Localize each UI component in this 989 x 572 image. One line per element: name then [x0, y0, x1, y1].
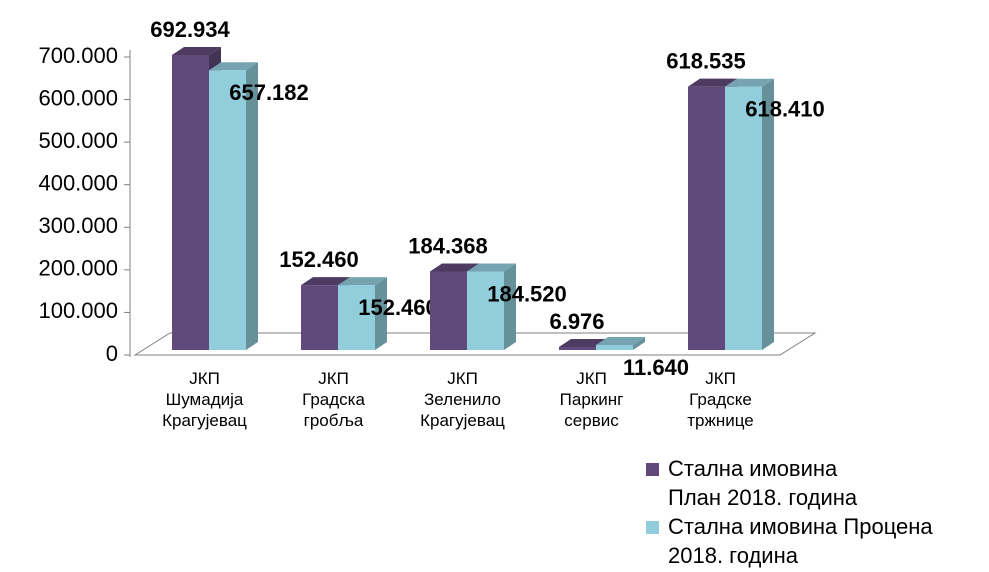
bar-face	[559, 339, 608, 348]
legend-marker	[646, 521, 659, 534]
bar-face	[467, 263, 516, 272]
data-label: 618.535	[666, 48, 746, 73]
y-tick-label: 300.000	[38, 213, 118, 238]
bar-face	[725, 86, 762, 350]
data-label: 6.976	[549, 309, 604, 334]
data-label: 657.182	[229, 80, 309, 105]
bar	[209, 62, 258, 350]
bar-face	[504, 263, 516, 350]
bar	[338, 277, 387, 350]
data-label: 184.368	[408, 233, 488, 258]
legend-label: Стална имовина План 2018. година	[668, 456, 858, 510]
bar-face	[301, 285, 338, 350]
bar-face	[246, 62, 258, 350]
bar-face	[301, 277, 350, 286]
bar-face	[725, 78, 774, 87]
bar	[725, 78, 774, 350]
bar-face	[688, 78, 737, 87]
data-label: 152.460	[358, 295, 438, 320]
y-tick-label: 600.000	[38, 85, 118, 110]
legend-label: Стална имовина Процена 2018. година	[668, 514, 933, 568]
x-tick-label: ЈКП Шумадија Крагујевац	[162, 369, 247, 430]
y-tick-label: 200.000	[38, 256, 118, 281]
y-tick-label: 400.000	[38, 171, 118, 196]
data-label: 184.520	[487, 281, 567, 306]
bar-face	[209, 70, 246, 350]
x-tick-label: ЈКП Градске тржнице	[687, 369, 754, 430]
data-label: 618.410	[745, 97, 825, 122]
legend-marker	[646, 463, 659, 476]
bar-face	[596, 337, 645, 346]
bar-face	[430, 263, 479, 272]
y-tick-label: 0	[106, 341, 118, 366]
bar-face	[688, 86, 725, 350]
bar-face	[762, 78, 774, 350]
x-tick-label: ЈКП Градска гробља	[302, 369, 365, 430]
bar	[467, 263, 516, 350]
bar-face	[559, 347, 596, 350]
bar	[596, 337, 645, 350]
y-tick-label: 700.000	[38, 43, 118, 68]
bar-face	[172, 55, 209, 351]
data-label: 152.460	[279, 247, 359, 272]
y-tick-label: 100.000	[38, 298, 118, 323]
x-tick-label: ЈКП Паркинг сервис	[560, 369, 624, 430]
data-label: 692.934	[150, 17, 230, 42]
y-tick-label: 500.000	[38, 128, 118, 153]
bar-face	[375, 277, 387, 350]
x-tick-label: ЈКП Зеленило Крагујевац	[420, 369, 505, 430]
bar-face	[596, 345, 633, 350]
bar-face	[209, 62, 258, 71]
bar-face	[338, 285, 375, 350]
bar-face	[338, 277, 387, 286]
data-label: 11.640	[623, 355, 689, 380]
bar-face	[172, 47, 221, 56]
bar-face	[633, 337, 645, 350]
bar-face	[467, 271, 504, 350]
bar-face	[430, 271, 467, 350]
